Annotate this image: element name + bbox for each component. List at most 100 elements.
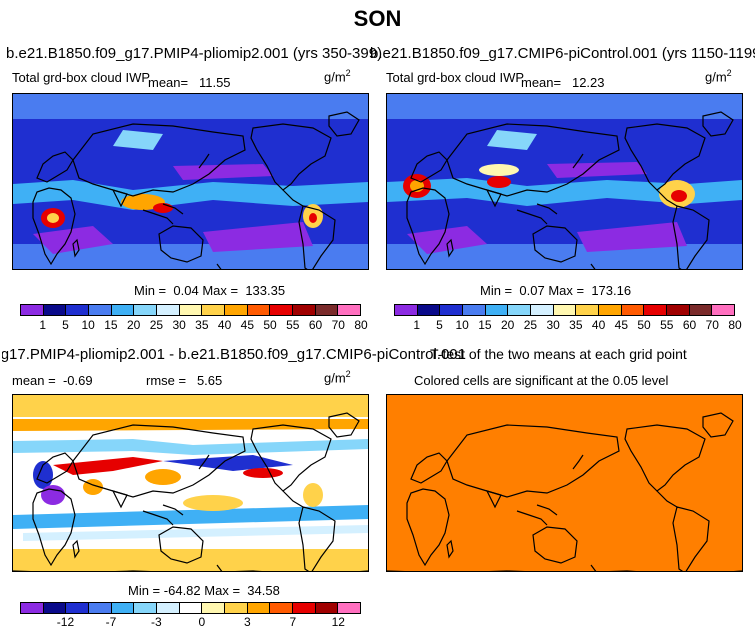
colorbar-label: 35 [569, 318, 583, 332]
colorbar-swatch [599, 305, 622, 315]
panel1-minmax: Min = 0.04 Max = 133.35 [134, 283, 286, 298]
colorbar-label: 30 [546, 318, 560, 332]
colorbar-label: -3 [151, 615, 162, 629]
panel3-case-title: b.e21.B1850.f09_g17.PMIP4-pliomip2.001 -… [2, 346, 466, 363]
colorbar-swatch [485, 305, 509, 315]
colorbar-label: 5 [436, 318, 443, 332]
colorbar-swatch [315, 305, 339, 315]
colorbar-swatch [644, 305, 668, 315]
colorbar-swatch [89, 305, 112, 315]
colorbar-swatch [202, 603, 226, 613]
panel2-map [386, 93, 743, 270]
colorbar-swatch [667, 305, 690, 315]
colorbar-swatch [293, 603, 316, 613]
colorbar-label: 45 [614, 318, 629, 332]
panel2-variable: Total grd-box cloud IWP [386, 70, 525, 85]
colorbar-swatch [157, 305, 180, 315]
colorbar-label: 15 [478, 318, 492, 332]
colorbar-label: 50 [263, 318, 277, 332]
colorbar-swatch [225, 603, 248, 613]
colorbar-swatch [689, 305, 713, 315]
colorbar-label: 70 [331, 318, 345, 332]
season-title: SON [353, 6, 402, 31]
colorbar-swatch [315, 603, 339, 613]
colorbar-swatch [111, 305, 135, 315]
panel2-minmax: Min = 0.07 Max = 173.16 [480, 283, 632, 298]
colorbar-label: 10 [455, 318, 469, 332]
colorbar-label: -7 [105, 615, 117, 629]
colorbar-label: 60 [682, 318, 697, 332]
panel2-colorbar-labels: 1 5 10 15 20 25 30 35 40 45 50 55 60 70 80 [394, 318, 741, 334]
panel3-units: g/m2 [324, 369, 351, 386]
panel3-colorbar [20, 602, 361, 614]
colorbar-swatch [293, 305, 316, 315]
panel3-mean: mean = -0.69 [12, 373, 93, 388]
colorbar-swatch [395, 305, 418, 315]
panel1-colorbar-labels: 1 5 10 15 20 25 30 35 40 45 50 55 60 70 80 [20, 318, 367, 334]
panel3-map [12, 394, 369, 572]
colorbar-label: 70 [705, 318, 719, 332]
colorbar-swatch [66, 305, 90, 315]
panel3-colorbar-labels: -12 -7 -3 0 3 7 12 [20, 615, 361, 631]
colorbar-label: 55 [660, 318, 674, 332]
colorbar-label: 50 [637, 318, 651, 332]
panel2-mean: mean= 12.23 [521, 75, 605, 90]
colorbar-swatch [531, 305, 554, 315]
colorbar-swatch [712, 305, 735, 315]
colorbar-swatch [338, 305, 361, 315]
panel3-minmax: Min = -64.82 Max = 34.58 [128, 583, 280, 598]
panel2-colorbar [394, 304, 735, 316]
colorbar-swatch [66, 603, 90, 613]
colorbar-swatch [202, 305, 226, 315]
panel4-map [386, 394, 743, 572]
panel1-variable: Total grd-box cloud IWP [12, 70, 151, 85]
colorbar-swatch [247, 305, 271, 315]
colorbar-label: 80 [354, 318, 368, 332]
colorbar-swatch [21, 305, 44, 315]
colorbar-swatch [225, 305, 248, 315]
colorbar-swatch [463, 305, 486, 315]
colorbar-label: 10 [81, 318, 95, 332]
colorbar-swatch [179, 305, 203, 315]
colorbar-label: 80 [728, 318, 742, 332]
colorbar-label: 20 [126, 318, 141, 332]
colorbar-swatch [134, 305, 158, 315]
colorbar-swatch [134, 603, 158, 613]
colorbar-label: 30 [172, 318, 186, 332]
colorbar-label: 15 [104, 318, 118, 332]
colorbar-label: 3 [243, 615, 251, 629]
colorbar-swatch [440, 305, 464, 315]
colorbar-label: -12 [56, 615, 75, 629]
panel2-case-title: b.e21.B1850.f09_g17.CMIP6-piControl.001 … [370, 45, 755, 62]
colorbar-label: 40 [591, 318, 606, 332]
colorbar-label: 0 [198, 615, 206, 629]
colorbar-swatch [576, 305, 600, 315]
colorbar-swatch [247, 603, 271, 613]
panel1-units: g/m2 [324, 68, 351, 85]
panel4-subtitle: Colored cells are significant at the 0.0… [414, 373, 669, 388]
colorbar-label: 45 [240, 318, 255, 332]
colorbar-label: 7 [289, 615, 297, 629]
panel3-rmse: rmse = 5.65 [146, 373, 223, 388]
colorbar-label: 55 [286, 318, 300, 332]
colorbar-label: 25 [149, 318, 164, 332]
colorbar-swatch [157, 603, 180, 613]
colorbar-label: 12 [331, 615, 345, 629]
colorbar-swatch [508, 305, 532, 315]
colorbar-swatch [21, 603, 44, 613]
colorbar-label: 35 [195, 318, 209, 332]
colorbar-label: 5 [62, 318, 69, 332]
colorbar-swatch [270, 603, 294, 613]
colorbar-swatch [621, 305, 645, 315]
colorbar-label: 1 [413, 318, 421, 332]
colorbar-label: 25 [523, 318, 538, 332]
colorbar-swatch [417, 305, 441, 315]
colorbar-label: 1 [39, 318, 47, 332]
panel1-mean: mean= 11.55 [148, 75, 231, 90]
colorbar-swatch [111, 603, 135, 613]
colorbar-swatch [338, 603, 361, 613]
colorbar-swatch [43, 305, 67, 315]
colorbar-swatch [270, 305, 294, 315]
colorbar-label: 20 [500, 318, 515, 332]
panel1-map [12, 93, 369, 270]
